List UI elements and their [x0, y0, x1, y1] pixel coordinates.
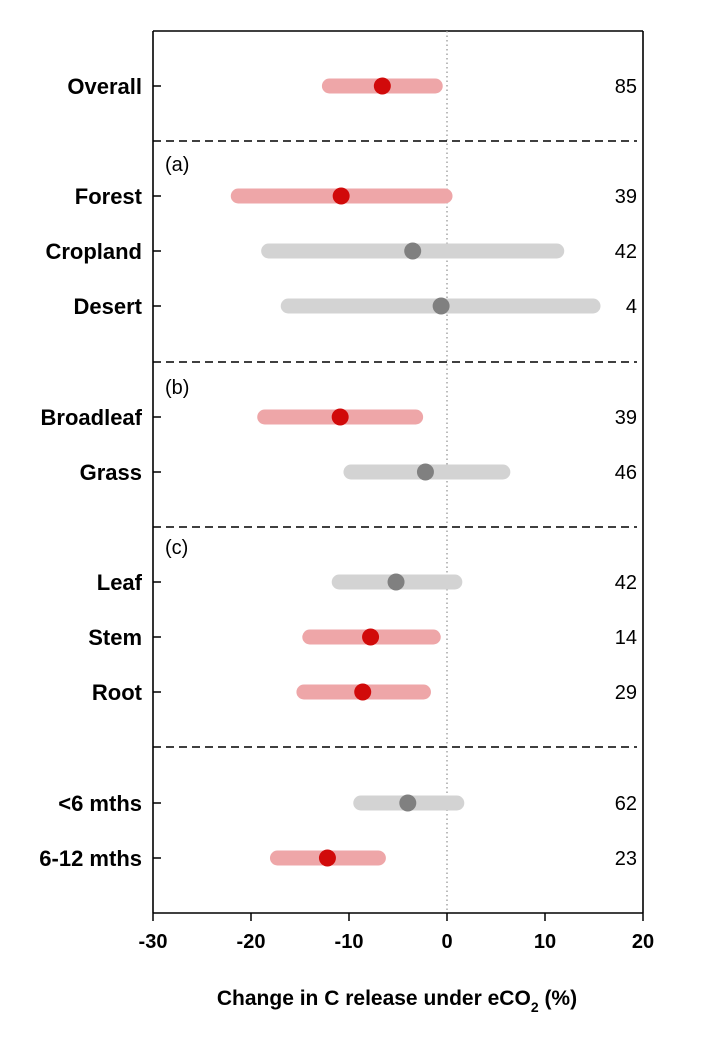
sample-size-label: 4: [626, 296, 637, 318]
sample-size-label: 46: [615, 462, 637, 484]
sample-size-label: 29: [615, 682, 637, 704]
mean-point: [416, 463, 434, 481]
x-tick-label: -30: [139, 931, 168, 953]
chart-bars-layer: [230, 78, 601, 866]
sample-size-label: 42: [615, 572, 637, 594]
x-axis-title-main: Change in C release under eCO: [217, 987, 531, 1010]
sample-size-label: 62: [615, 793, 637, 815]
category-label: Root: [92, 680, 143, 705]
mean-point: [354, 683, 372, 701]
category-label: Leaf: [97, 570, 143, 595]
mean-point: [387, 573, 405, 591]
x-tick-label: 20: [632, 931, 654, 953]
sample-size-label: 39: [615, 186, 637, 208]
x-axis-title-subscript: 2: [531, 999, 539, 1015]
mean-point: [332, 187, 350, 205]
x-tick-label: 0: [441, 931, 452, 953]
mean-point: [318, 849, 336, 867]
x-axis-title-suffix: (%): [539, 987, 578, 1010]
category-label: Overall: [67, 74, 142, 99]
group-label: (c): [165, 537, 188, 559]
x-tick-label: 10: [534, 931, 556, 953]
category-label: Broadleaf: [41, 405, 143, 430]
mean-point: [362, 628, 380, 646]
sample-size-label: 14: [615, 627, 637, 649]
category-label: Forest: [75, 184, 143, 209]
x-tick-label: -10: [335, 931, 364, 953]
chart-points-layer: [318, 77, 450, 867]
group-label: (b): [165, 377, 189, 399]
mean-point: [404, 242, 422, 260]
sample-size-label: 85: [615, 76, 637, 98]
category-label: Cropland: [45, 239, 142, 264]
chart-text-layer: -30 -20 -10 0 10 20 Overall 85 (a) Forest 39 Cropla…: [39, 74, 654, 953]
group-label: (a): [165, 154, 189, 176]
mean-point: [373, 77, 391, 95]
x-tick-label: -20: [237, 931, 266, 953]
x-axis-title: Change in C release under eCO2 (%): [217, 987, 577, 1015]
category-label: <6 mths: [58, 791, 142, 816]
mean-point: [399, 794, 417, 812]
mean-point: [432, 297, 450, 315]
category-label: 6-12 mths: [39, 846, 142, 871]
category-label: Grass: [80, 460, 142, 485]
category-label: Desert: [74, 294, 143, 319]
mean-point: [331, 408, 349, 426]
sample-size-label: 39: [615, 407, 637, 429]
category-label: Stem: [88, 625, 142, 650]
sample-size-label: 23: [615, 848, 637, 870]
sample-size-label: 42: [615, 241, 637, 263]
